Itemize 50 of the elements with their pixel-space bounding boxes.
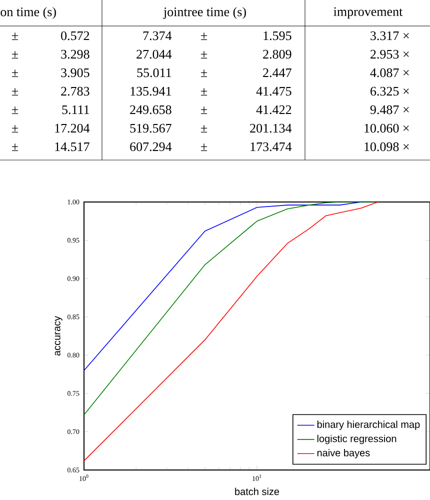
text: 5.111 (62, 105, 90, 114)
text: ± (12, 51, 18, 58)
text: 10.098 × (364, 142, 409, 152)
text: ± (200, 32, 208, 40)
text: 55.011 (137, 68, 172, 78)
text: 2.809 (263, 50, 292, 59)
text: 3.317 × (370, 31, 409, 40)
text: 2.783 (61, 86, 90, 96)
text: 249.658 (130, 105, 172, 114)
x-axis-title: batch size (235, 488, 280, 496)
text: 4.087 × (370, 68, 409, 78)
text: 7.374 (143, 31, 172, 40)
text: 17.204 (55, 124, 90, 133)
text: 6.325 × (370, 86, 409, 96)
text: 27.044 (136, 50, 172, 59)
text: 3.298 (61, 50, 90, 59)
text: ± (12, 70, 18, 77)
text: 173.474 (250, 142, 292, 152)
text: 10.060 × (364, 124, 409, 133)
text: 9.487 × (370, 105, 409, 114)
text: ± (200, 88, 208, 96)
text: ± (12, 106, 18, 114)
legend-label: binary hierarchical map (317, 420, 420, 430)
text: ± (200, 51, 208, 58)
text: improvement (334, 7, 403, 19)
text: 201.134 (250, 124, 292, 133)
text: jointree time (s) (163, 7, 246, 19)
legend-label: naive bayes (317, 449, 370, 458)
text: 135.941 (130, 86, 172, 96)
legend-label: logistic regression (317, 434, 396, 444)
text: 0.572 (61, 31, 90, 40)
text: ± (200, 125, 208, 132)
text: 41.475 (256, 86, 292, 96)
text: ± (12, 125, 18, 132)
text: ± (200, 70, 208, 77)
text: 3.905 (61, 68, 90, 78)
text: ± (200, 144, 208, 151)
text: ± (12, 144, 18, 151)
text: 2.447 (263, 68, 292, 78)
text: 519.567 (130, 124, 172, 133)
text: ± (200, 106, 208, 114)
text: ± (12, 32, 18, 40)
text: ± (12, 88, 18, 96)
text: 607.294 (130, 142, 172, 152)
text: 2.953 × (370, 50, 409, 59)
y-axis-title: accuracy (54, 316, 62, 356)
text: on time (s) (0, 7, 56, 19)
text: 1.595 (264, 31, 292, 40)
text: 41.422 (256, 105, 292, 114)
text: 14.517 (55, 142, 90, 152)
